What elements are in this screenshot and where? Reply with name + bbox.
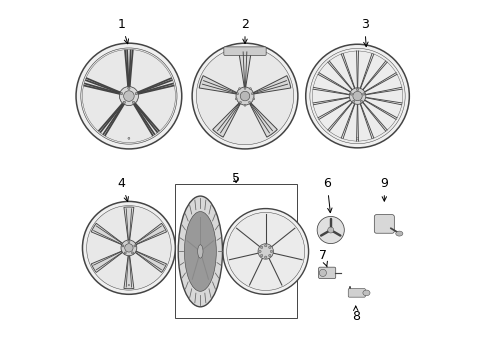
Ellipse shape — [313, 51, 403, 141]
Ellipse shape — [248, 101, 250, 103]
Ellipse shape — [251, 93, 253, 95]
Ellipse shape — [353, 91, 362, 101]
Ellipse shape — [259, 250, 261, 253]
Ellipse shape — [240, 91, 250, 101]
Ellipse shape — [197, 245, 203, 258]
Ellipse shape — [244, 104, 246, 106]
Ellipse shape — [134, 245, 136, 247]
Ellipse shape — [260, 246, 263, 248]
Polygon shape — [213, 102, 241, 137]
FancyBboxPatch shape — [374, 215, 394, 233]
Polygon shape — [135, 251, 167, 273]
Ellipse shape — [240, 101, 242, 103]
Ellipse shape — [128, 284, 130, 286]
Ellipse shape — [125, 244, 133, 252]
Ellipse shape — [124, 252, 126, 254]
Ellipse shape — [81, 48, 177, 144]
Ellipse shape — [258, 244, 273, 259]
Polygon shape — [249, 102, 277, 137]
Ellipse shape — [357, 138, 358, 139]
Ellipse shape — [121, 240, 137, 256]
Text: 4: 4 — [118, 177, 128, 202]
Polygon shape — [239, 50, 251, 88]
Ellipse shape — [265, 256, 267, 258]
Text: 5: 5 — [232, 172, 240, 185]
Polygon shape — [91, 223, 123, 245]
Text: 9: 9 — [380, 177, 388, 201]
Ellipse shape — [363, 93, 365, 95]
Ellipse shape — [319, 269, 326, 276]
Ellipse shape — [352, 100, 355, 103]
Ellipse shape — [236, 87, 254, 105]
Ellipse shape — [128, 138, 130, 139]
Ellipse shape — [227, 212, 305, 291]
Ellipse shape — [135, 93, 138, 95]
FancyBboxPatch shape — [224, 47, 266, 55]
Polygon shape — [252, 76, 291, 94]
Ellipse shape — [360, 100, 363, 103]
Ellipse shape — [356, 88, 359, 91]
Text: 2: 2 — [241, 18, 249, 44]
Ellipse shape — [269, 254, 271, 257]
Ellipse shape — [249, 87, 251, 90]
Ellipse shape — [122, 245, 124, 247]
Ellipse shape — [192, 43, 298, 149]
Ellipse shape — [128, 240, 130, 243]
Ellipse shape — [223, 208, 309, 294]
Text: 7: 7 — [319, 248, 327, 267]
Ellipse shape — [128, 87, 130, 89]
Text: 8: 8 — [352, 306, 360, 323]
Ellipse shape — [123, 101, 125, 104]
Ellipse shape — [269, 246, 271, 248]
Ellipse shape — [244, 87, 246, 89]
Ellipse shape — [396, 231, 403, 236]
Ellipse shape — [123, 91, 134, 101]
Ellipse shape — [87, 206, 171, 290]
Text: 1: 1 — [118, 18, 128, 44]
FancyBboxPatch shape — [348, 289, 366, 297]
Ellipse shape — [82, 50, 175, 143]
Polygon shape — [135, 223, 167, 245]
Ellipse shape — [253, 98, 255, 100]
Ellipse shape — [237, 93, 239, 95]
Ellipse shape — [132, 101, 135, 104]
Ellipse shape — [265, 244, 267, 247]
Ellipse shape — [82, 202, 175, 294]
Bar — [175, 184, 297, 318]
Polygon shape — [199, 76, 238, 94]
Ellipse shape — [260, 254, 263, 257]
Ellipse shape — [306, 44, 409, 148]
Ellipse shape — [328, 227, 334, 233]
Ellipse shape — [196, 48, 294, 145]
Text: 6: 6 — [323, 177, 332, 213]
Ellipse shape — [184, 212, 216, 291]
Ellipse shape — [132, 252, 134, 254]
Ellipse shape — [121, 93, 122, 95]
Ellipse shape — [350, 93, 352, 95]
Ellipse shape — [235, 98, 237, 100]
Ellipse shape — [270, 250, 273, 253]
Ellipse shape — [239, 87, 241, 90]
Ellipse shape — [76, 43, 182, 149]
Text: 3: 3 — [361, 18, 368, 46]
Ellipse shape — [120, 86, 138, 105]
Ellipse shape — [349, 88, 366, 104]
Ellipse shape — [310, 48, 405, 144]
Ellipse shape — [178, 196, 222, 307]
FancyBboxPatch shape — [318, 267, 336, 279]
Ellipse shape — [317, 216, 344, 244]
Polygon shape — [124, 207, 134, 241]
Polygon shape — [91, 251, 123, 273]
Polygon shape — [124, 255, 134, 289]
Ellipse shape — [363, 290, 370, 296]
